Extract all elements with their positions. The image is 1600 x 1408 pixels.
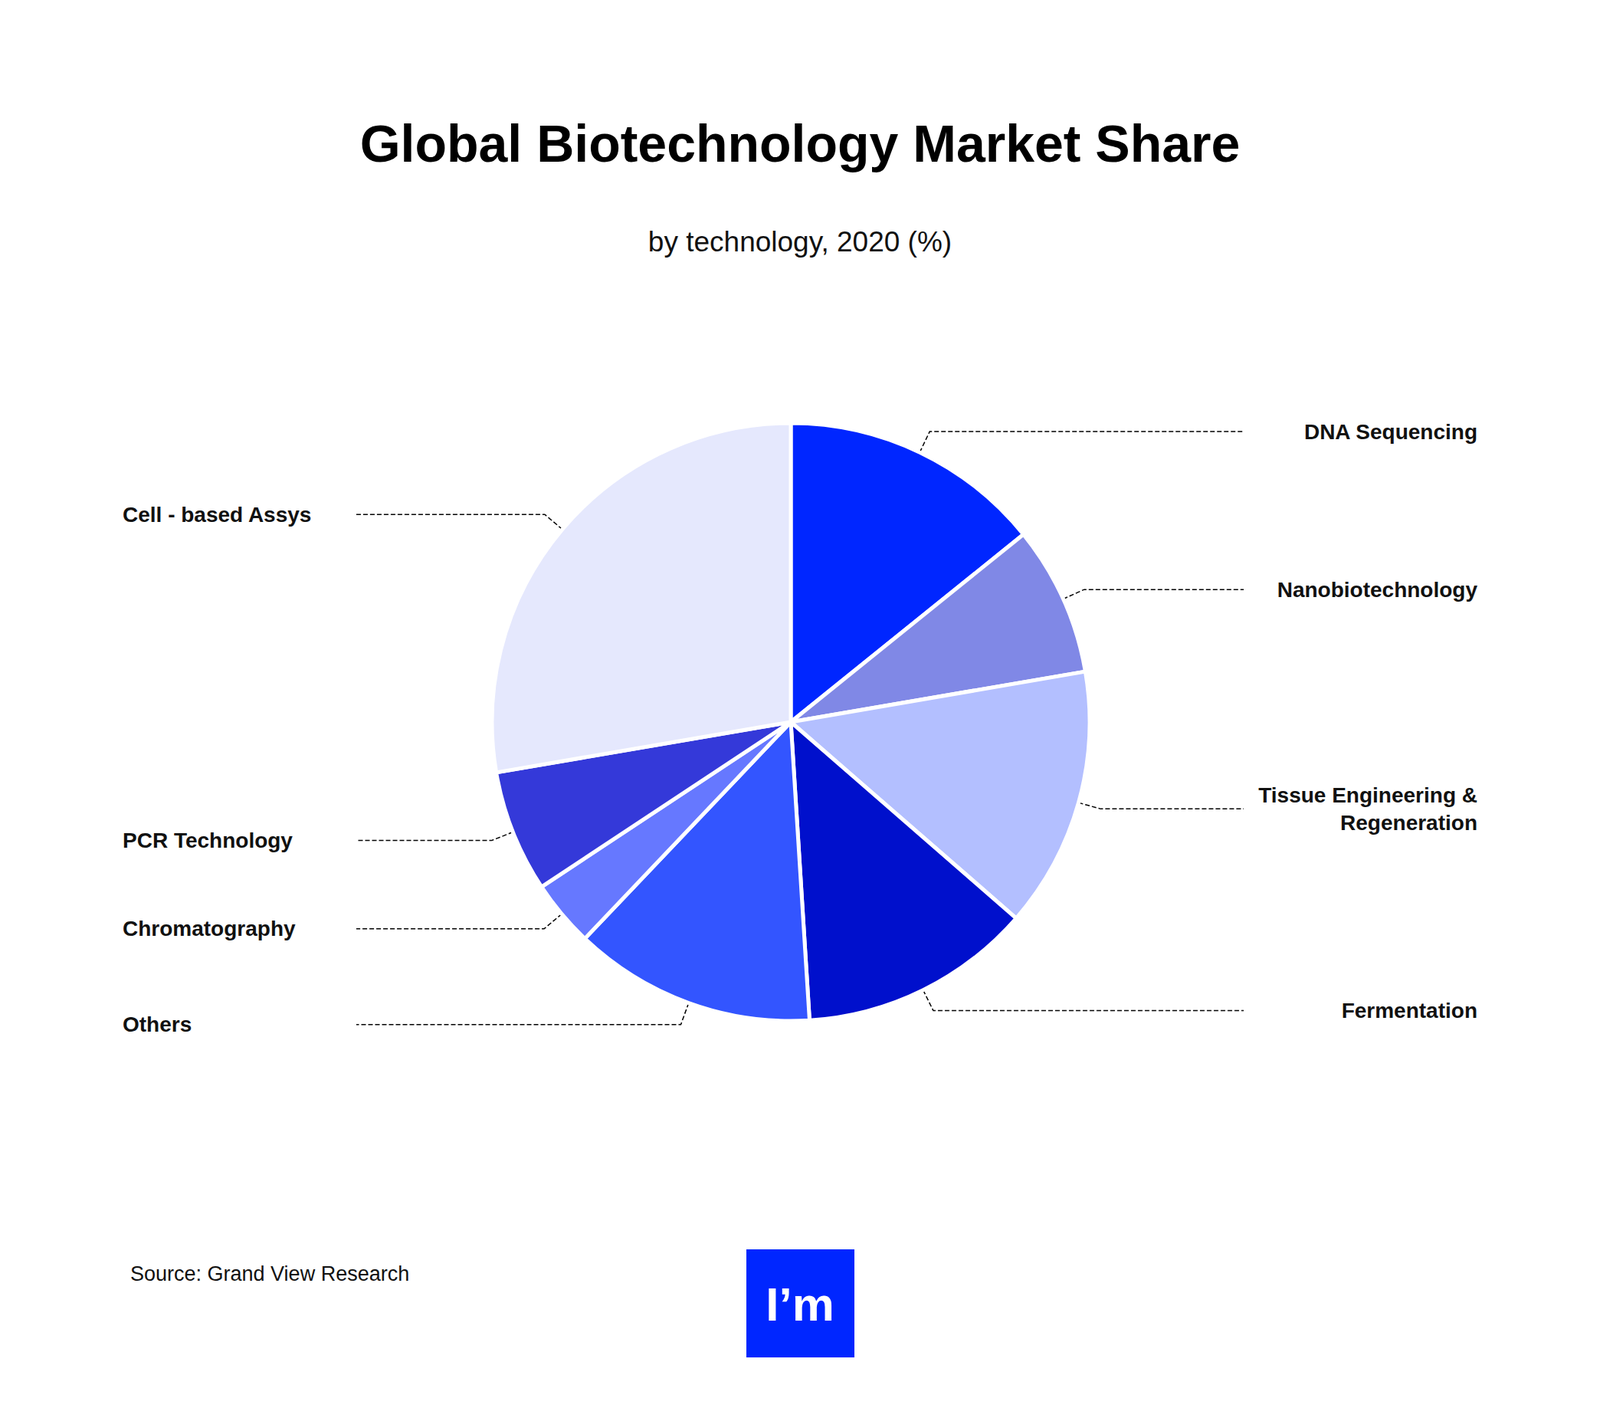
svg-text:Global Biotechnology Market Sh: Global Biotechnology Market Share [360,114,1241,173]
svg-text:Nanobiotechnology: Nanobiotechnology [1277,577,1479,602]
svg-text:Fermentation: Fermentation [1341,998,1478,1023]
svg-text:Source: Grand View Research: Source: Grand View Research [130,1262,410,1286]
svg-text:Regeneration: Regeneration [1340,810,1478,835]
svg-text:DNA Sequencing: DNA Sequencing [1304,419,1478,444]
svg-text:by technology, 2020 (%): by technology, 2020 (%) [648,226,952,258]
svg-text:Cell - based Assys: Cell - based Assys [122,502,312,527]
svg-text:Others: Others [122,1012,192,1037]
svg-text:I’m: I’m [765,1277,835,1331]
svg-text:PCR Technology: PCR Technology [122,828,293,853]
svg-text:Chromatography: Chromatography [122,916,296,941]
svg-text:Tissue Engineering &: Tissue Engineering & [1258,783,1478,807]
